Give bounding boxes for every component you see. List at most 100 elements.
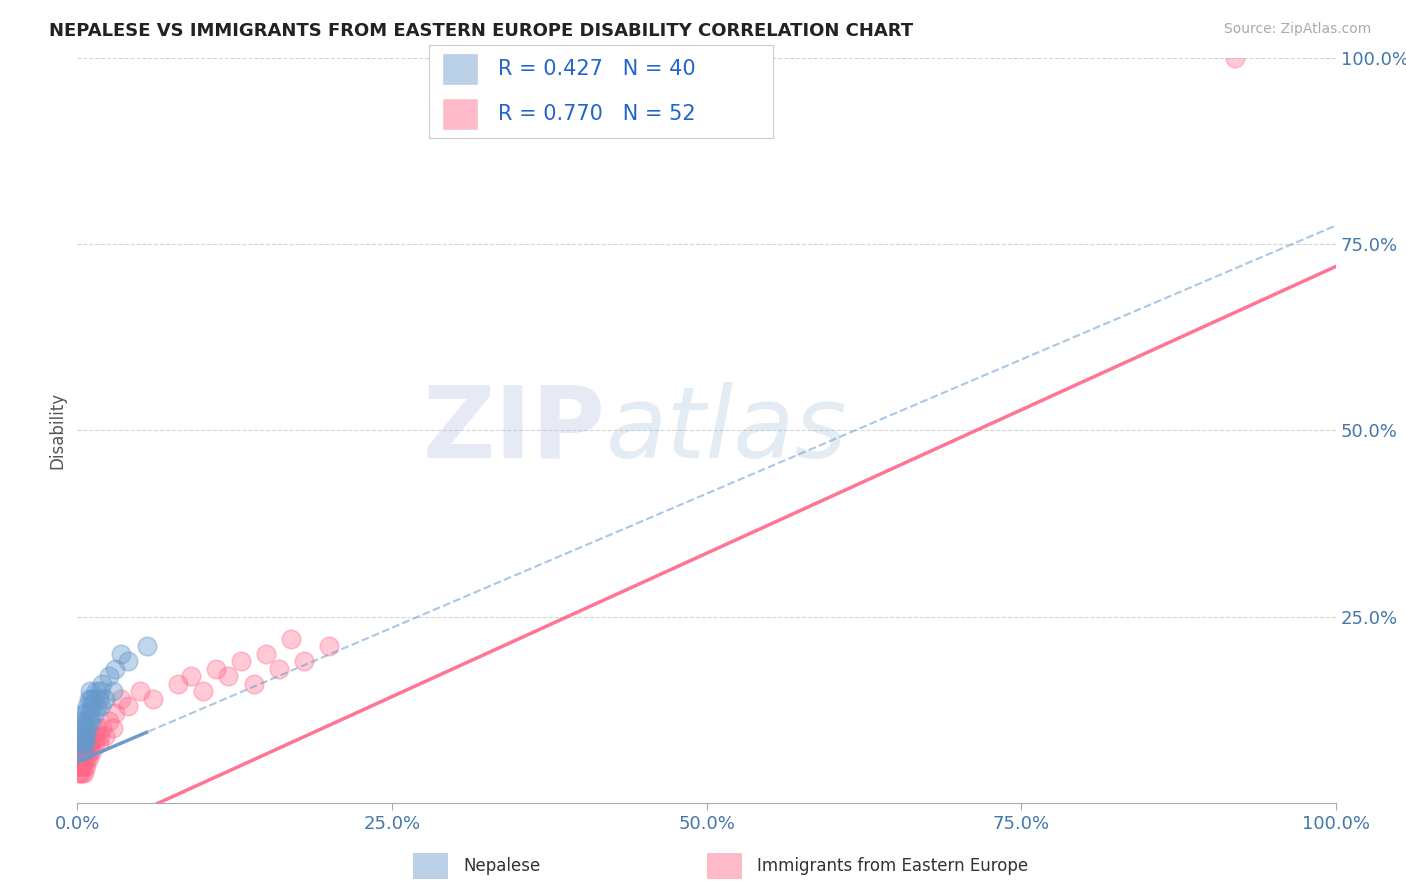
Point [97, 714, 120, 728]
Point [76, 698, 98, 713]
Point [70, 758, 93, 772]
Point [94, 691, 117, 706]
Point [72, 721, 94, 735]
Point [77, 736, 100, 750]
Point [83, 729, 105, 743]
Point [80, 736, 103, 750]
Point [82, 698, 104, 713]
Point [135, 640, 157, 654]
Point [67, 766, 90, 780]
Point [191, 684, 215, 698]
Point [72, 751, 94, 765]
Point [142, 691, 165, 706]
Point [84, 736, 107, 750]
Point [72, 736, 94, 750]
Point [94, 729, 117, 743]
Text: Nepalese: Nepalese [464, 857, 541, 875]
Point [73, 714, 96, 728]
Point [73, 721, 96, 735]
Point [204, 662, 226, 676]
Point [254, 647, 277, 661]
Point [117, 698, 139, 713]
Text: Source: ZipAtlas.com: Source: ZipAtlas.com [1223, 22, 1371, 37]
Point [72, 729, 94, 743]
Point [70, 751, 93, 765]
Point [73, 736, 96, 750]
Point [73, 751, 96, 765]
Point [73, 744, 96, 758]
Point [72, 766, 94, 780]
Point [75, 736, 97, 750]
Point [167, 676, 190, 690]
Point [76, 751, 98, 765]
Point [72, 751, 94, 765]
Point [79, 744, 101, 758]
Point [117, 654, 139, 668]
Point [1223, 51, 1246, 65]
Point [129, 684, 152, 698]
Point [72, 714, 94, 728]
Point [69, 744, 91, 758]
Point [84, 684, 107, 698]
Point [72, 766, 94, 780]
Point [101, 684, 124, 698]
Point [70, 744, 93, 758]
Point [86, 698, 108, 713]
Point [101, 721, 124, 735]
Point [72, 706, 94, 721]
Point [87, 691, 110, 706]
Point [87, 736, 110, 750]
Point [110, 647, 132, 661]
Point [217, 669, 239, 683]
Point [229, 654, 252, 668]
Point [69, 766, 91, 780]
Point [79, 706, 101, 721]
Point [80, 691, 103, 706]
Y-axis label: Disability: Disability [48, 392, 66, 469]
Point [72, 758, 94, 772]
Point [292, 654, 315, 668]
Text: Immigrants from Eastern Europe: Immigrants from Eastern Europe [758, 857, 1029, 875]
Point [86, 721, 108, 735]
FancyBboxPatch shape [443, 99, 477, 129]
Point [89, 684, 111, 698]
Point [72, 758, 94, 772]
Point [76, 744, 98, 758]
Point [72, 729, 94, 743]
Text: ZIP: ZIP [423, 382, 606, 479]
Point [91, 676, 114, 690]
Point [69, 758, 91, 772]
Point [180, 669, 202, 683]
Point [97, 669, 120, 683]
Point [75, 729, 97, 743]
Point [77, 714, 100, 728]
Point [104, 662, 127, 676]
FancyBboxPatch shape [443, 54, 477, 84]
Point [84, 729, 107, 743]
FancyBboxPatch shape [707, 854, 742, 879]
Point [70, 736, 93, 750]
FancyBboxPatch shape [413, 854, 449, 879]
Point [77, 751, 100, 765]
Text: atlas: atlas [606, 382, 848, 479]
Point [110, 691, 132, 706]
Point [318, 640, 340, 654]
Point [89, 729, 111, 743]
Point [267, 662, 290, 676]
Point [79, 684, 101, 698]
Point [82, 744, 104, 758]
Point [280, 632, 302, 646]
Text: R = 0.427   N = 40: R = 0.427 N = 40 [498, 59, 696, 79]
Point [77, 691, 100, 706]
Text: R = 0.770   N = 52: R = 0.770 N = 52 [498, 103, 696, 124]
Point [83, 691, 105, 706]
Point [76, 721, 98, 735]
Point [72, 744, 94, 758]
Point [75, 758, 97, 772]
Point [72, 721, 94, 735]
Point [90, 698, 112, 713]
Point [80, 714, 103, 728]
Point [75, 706, 97, 721]
Point [242, 676, 264, 690]
Text: NEPALESE VS IMMIGRANTS FROM EASTERN EUROPE DISABILITY CORRELATION CHART: NEPALESE VS IMMIGRANTS FROM EASTERN EURO… [49, 22, 914, 40]
